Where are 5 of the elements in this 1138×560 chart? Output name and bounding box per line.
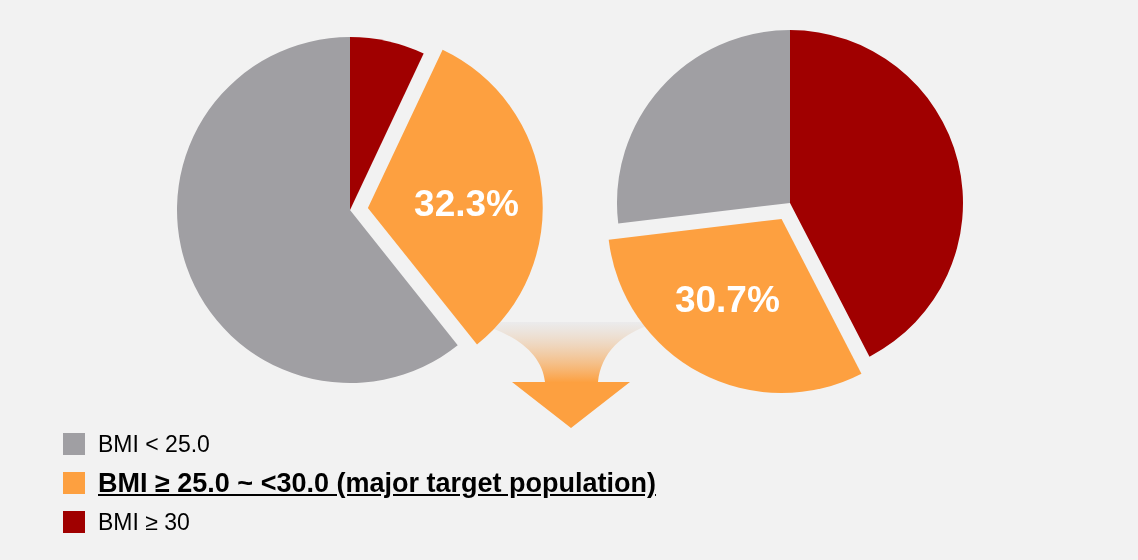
legend-label: BMI ≥ 30 (98, 507, 190, 536)
data-label: 30.7% (674, 278, 780, 320)
legend-label: BMI ≥ 25.0 ~ <30.0 (major target population) (98, 467, 656, 498)
legend-label: BMI < 25.0 (98, 429, 210, 458)
data-label: 32.3% (414, 182, 519, 224)
